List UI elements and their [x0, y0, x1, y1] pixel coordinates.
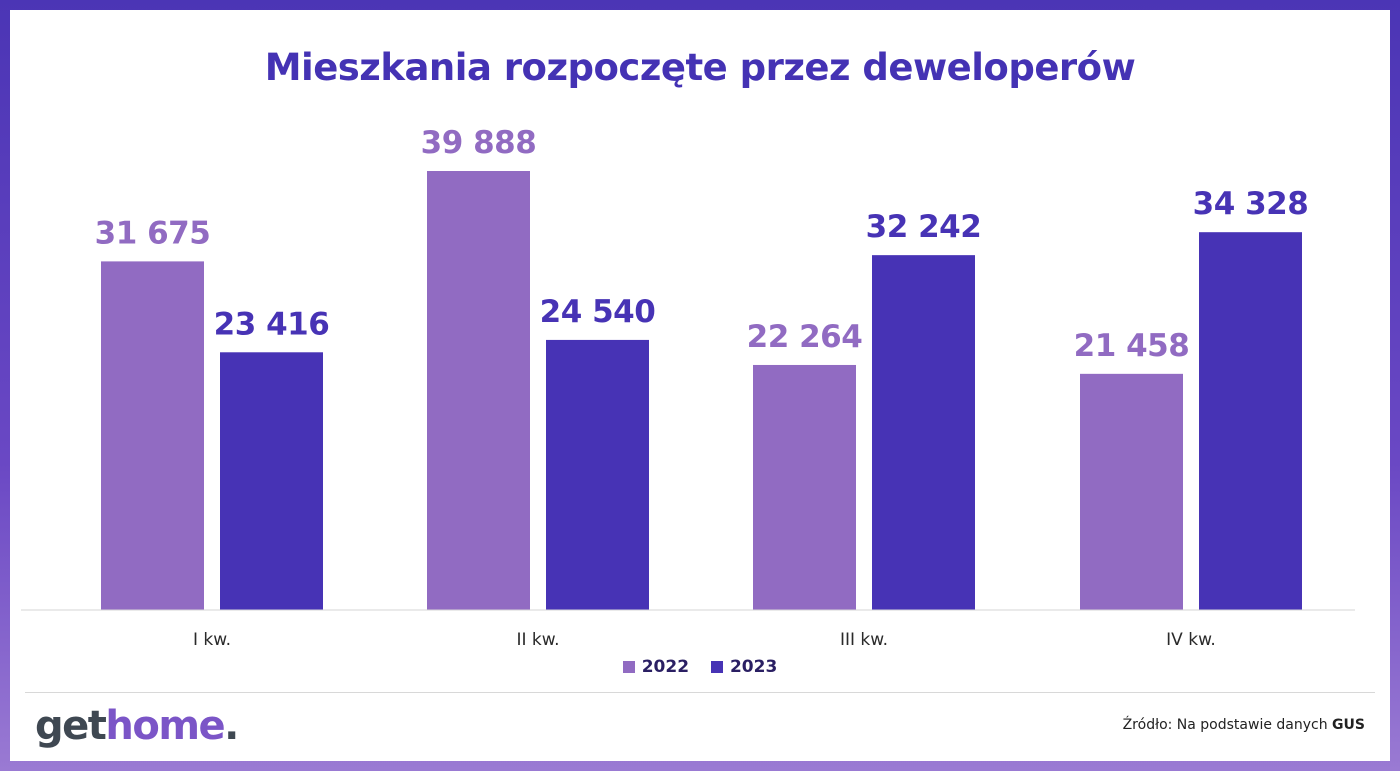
- bar-2022-2: [427, 171, 530, 610]
- bar-2023-4: [1199, 232, 1302, 611]
- bar-2022-3: [753, 364, 856, 610]
- legend-swatch-2022: [622, 661, 635, 673]
- bar-value-label-2022-4: 21 458: [1074, 328, 1190, 364]
- bar-2023-1: [220, 352, 323, 610]
- gethome-logo: gethome.: [35, 703, 239, 749]
- bar-chart: 31 675 23 416 I kw. 39 888 24 540 II kw. 22 26…: [21, 125, 1355, 650]
- source-prefix: Źródło: Na podstawie danych: [1122, 717, 1333, 733]
- category-label-2: II kw.: [516, 630, 559, 650]
- legend-item-2022: 2022: [622, 657, 690, 677]
- bar-2023-3: [872, 255, 975, 611]
- bar-value-label-2023-2: 24 540: [540, 294, 656, 330]
- chart-card: Mieszkania rozpoczęte przez deweloperów …: [10, 10, 1390, 761]
- legend-swatch-2023: [710, 661, 723, 673]
- category-label-1: I kw.: [193, 630, 231, 650]
- legend-item-2023: 2023: [710, 657, 778, 677]
- bar-2023-2: [546, 339, 649, 610]
- source-name: GUS: [1332, 717, 1365, 733]
- source-note: Źródło: Na podstawie danych GUS: [1123, 717, 1365, 733]
- bar-value-label-2022-1: 31 675: [95, 215, 211, 251]
- bar-value-label-2022-2: 39 888: [421, 125, 537, 161]
- bar-2022-1: [101, 261, 204, 610]
- bar-value-label-2023-1: 23 416: [214, 306, 330, 342]
- legend-label-2022: 2022: [641, 657, 690, 677]
- legend-label-2023: 2023: [729, 657, 778, 677]
- bar-2022-4: [1080, 373, 1183, 610]
- legend: 2022 2023: [10, 657, 1390, 678]
- bar-value-label-2023-4: 34 328: [1193, 186, 1309, 222]
- bar-value-label-2022-3: 22 264: [747, 319, 863, 355]
- bar-value-label-2023-3: 32 242: [866, 209, 982, 245]
- category-label-3: III kw.: [840, 630, 888, 650]
- category-label-4: IV kw.: [1166, 630, 1216, 650]
- chart-title: Mieszkania rozpoczęte przez deweloperów: [264, 46, 1136, 89]
- footer-divider: [25, 692, 1375, 693]
